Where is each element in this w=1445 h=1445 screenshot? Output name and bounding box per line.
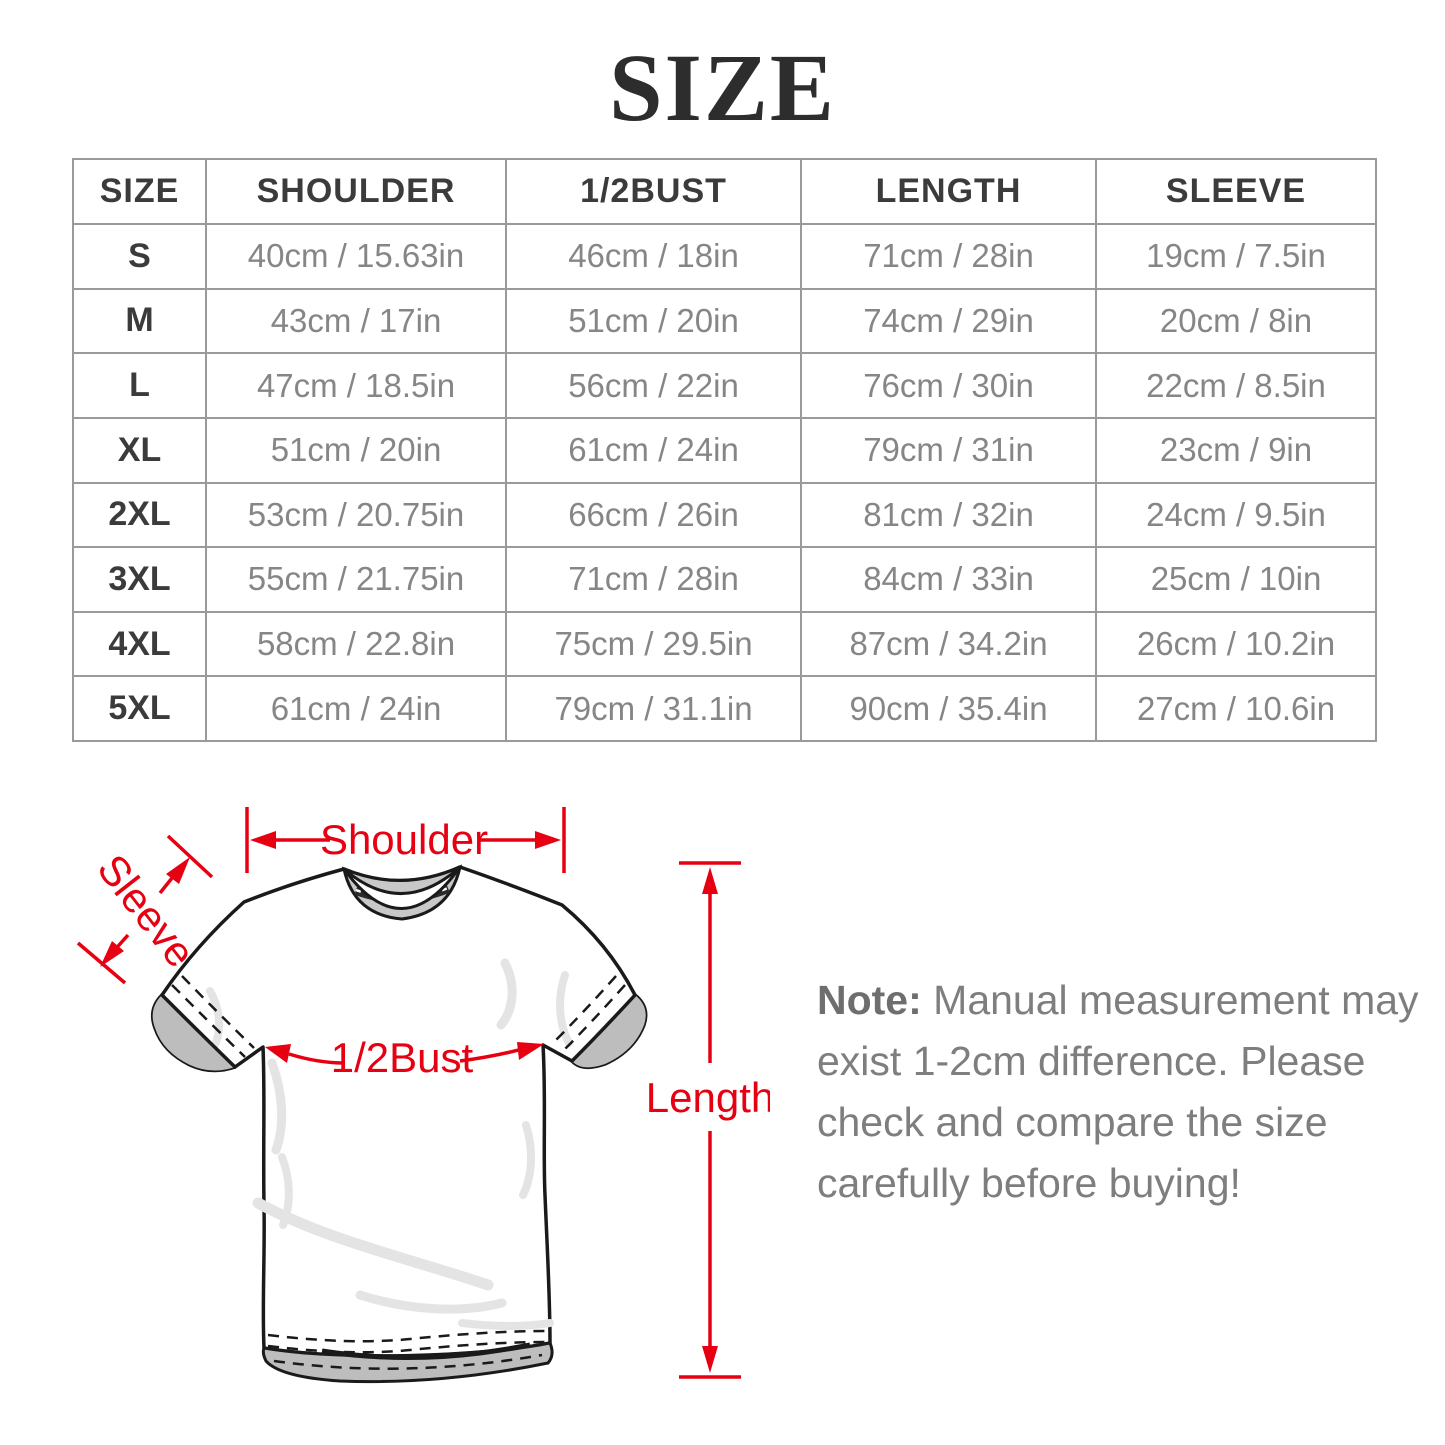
length-cell: 74cm / 29in <box>800 287 1097 355</box>
shoulder-cell: 61cm / 24in <box>205 675 507 742</box>
column-header-shoulder: SHOULDER <box>205 158 507 225</box>
tshirt-drawing <box>150 864 648 1384</box>
note-line: carefully before buying! <box>817 1160 1241 1206</box>
size-cell: S <box>72 223 207 290</box>
shoulder-cell: 55cm / 21.75in <box>205 546 507 613</box>
column-header-length: LENGTH <box>800 158 1097 225</box>
halfbust-cell: 51cm / 20in <box>505 287 802 355</box>
halfbust-label: 1/2Bust <box>331 1034 474 1081</box>
sleeve-cell: 22cm / 8.5in <box>1095 352 1377 419</box>
halfbust-cell: 79cm / 31.1in <box>505 675 802 742</box>
halfbust-cell: 46cm / 18in <box>505 223 802 290</box>
note-prefix: Note: <box>817 977 922 1023</box>
halfbust-measure-annotation: 1/2Bust <box>265 1034 544 1081</box>
size-cell: 4XL <box>72 610 207 678</box>
sleeve-cell: 26cm / 10.2in <box>1095 610 1377 678</box>
length-cell: 76cm / 30in <box>800 352 1097 419</box>
shoulder-cell: 40cm / 15.63in <box>205 223 507 290</box>
column-header-sleeve: SLEEVE <box>1095 158 1377 225</box>
tshirt-measurement-diagram: Shoulder Sleeve 1/2Bust Lengt <box>76 807 770 1384</box>
length-cell: 87cm / 34.2in <box>800 610 1097 678</box>
sleeve-cell: 20cm / 8in <box>1095 287 1377 355</box>
column-header-halfbust: 1/2BUST <box>505 158 802 225</box>
length-cell: 84cm / 33in <box>800 546 1097 613</box>
note-line: exist 1-2cm difference. Please <box>817 1038 1366 1084</box>
length-cell: 71cm / 28in <box>800 223 1097 290</box>
size-cell: M <box>72 287 207 355</box>
table-row: 3XL 55cm / 21.75in 71cm / 28in 84cm / 33… <box>72 546 1377 613</box>
table-row: S 40cm / 15.63in 46cm / 18in 71cm / 28in… <box>72 223 1377 290</box>
size-cell: 2XL <box>72 481 207 549</box>
sleeve-cell: 25cm / 10in <box>1095 546 1377 613</box>
size-cell: 5XL <box>72 675 207 742</box>
sleeve-cell: 24cm / 9.5in <box>1095 481 1377 549</box>
length-cell: 81cm / 32in <box>800 481 1097 549</box>
note-line: check and compare the size <box>817 1099 1328 1145</box>
size-cell: XL <box>72 416 207 484</box>
size-table: SIZE SHOULDER 1/2BUST LENGTH SLEEVE S 40… <box>72 158 1377 742</box>
table-row: 4XL 58cm / 22.8in 75cm / 29.5in 87cm / 3… <box>72 610 1377 678</box>
sleeve-cell: 23cm / 9in <box>1095 416 1377 484</box>
halfbust-cell: 61cm / 24in <box>505 416 802 484</box>
halfbust-cell: 71cm / 28in <box>505 546 802 613</box>
shoulder-cell: 43cm / 17in <box>205 287 507 355</box>
table-header-row: SIZE SHOULDER 1/2BUST LENGTH SLEEVE <box>72 158 1377 225</box>
table-row: 5XL 61cm / 24in 79cm / 31.1in 90cm / 35.… <box>72 675 1377 742</box>
length-measure-annotation: Length <box>646 861 770 1379</box>
length-cell: 90cm / 35.4in <box>800 675 1097 742</box>
page-title: SIZE <box>609 34 836 141</box>
length-cell: 79cm / 31in <box>800 416 1097 484</box>
table-row: M 43cm / 17in 51cm / 20in 74cm / 29in 20… <box>72 287 1377 355</box>
note-line-text: Manual measurement may <box>933 977 1419 1023</box>
shoulder-measure-annotation: Shoulder <box>245 807 566 873</box>
note-line: Note: Manual measurement may <box>817 970 1419 1031</box>
table-row: XL 51cm / 20in 61cm / 24in 79cm / 31in 2… <box>72 416 1377 484</box>
length-label: Length <box>646 1074 770 1121</box>
size-cell: L <box>72 352 207 419</box>
halfbust-cell: 75cm / 29.5in <box>505 610 802 678</box>
sleeve-cell: 19cm / 7.5in <box>1095 223 1377 290</box>
shoulder-cell: 58cm / 22.8in <box>205 610 507 678</box>
sleeve-cell: 27cm / 10.6in <box>1095 675 1377 742</box>
note-text: Note: Manual measurement may exist 1-2cm… <box>817 970 1419 1214</box>
shoulder-label: Shoulder <box>320 816 488 863</box>
halfbust-cell: 56cm / 22in <box>505 352 802 419</box>
table-row: L 47cm / 18.5in 56cm / 22in 76cm / 30in … <box>72 352 1377 419</box>
halfbust-cell: 66cm / 26in <box>505 481 802 549</box>
shoulder-cell: 51cm / 20in <box>205 416 507 484</box>
shoulder-cell: 47cm / 18.5in <box>205 352 507 419</box>
column-header-size: SIZE <box>72 158 207 225</box>
shoulder-cell: 53cm / 20.75in <box>205 481 507 549</box>
size-cell: 3XL <box>72 546 207 613</box>
table-row: 2XL 53cm / 20.75in 66cm / 26in 81cm / 32… <box>72 481 1377 549</box>
